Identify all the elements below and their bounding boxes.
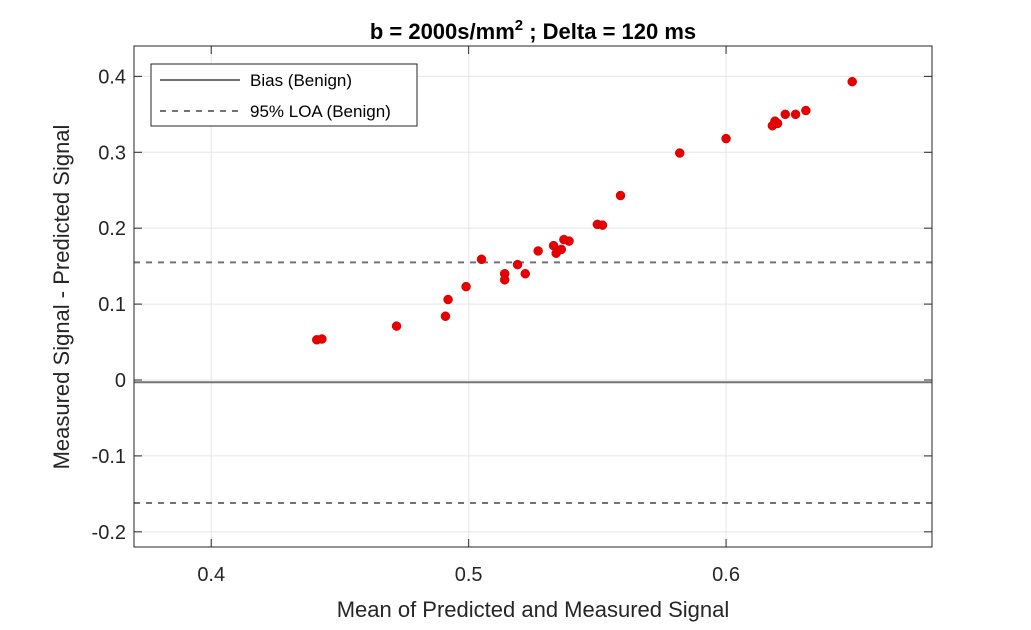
data-point-11 bbox=[533, 246, 543, 256]
data-point-21 bbox=[721, 133, 731, 144]
legend: Bias (Benign) 95% LOA (Benign) bbox=[150, 63, 418, 127]
y-tick-label-5: 0.3 bbox=[98, 142, 126, 164]
plot-box bbox=[133, 45, 933, 548]
data-point-16 bbox=[564, 236, 574, 246]
y-tick-label-0: -0.2 bbox=[92, 522, 126, 544]
legend-box bbox=[150, 63, 418, 127]
chart-title: b = 2000s/mm2 ; Delta = 120 ms bbox=[370, 17, 696, 44]
data-point-5 bbox=[461, 281, 471, 292]
plot-area bbox=[134, 46, 932, 547]
data-point-19 bbox=[615, 190, 626, 201]
y-tick-label-4: 0.2 bbox=[98, 218, 126, 240]
y-tick-label-2: 0 bbox=[115, 370, 126, 392]
data-point-3 bbox=[440, 311, 451, 321]
data-point-28 bbox=[801, 105, 811, 116]
data-point-9 bbox=[512, 259, 523, 270]
x-axis-label: Mean of Predicted and Measured Signal bbox=[337, 597, 730, 622]
title-superscript: 2 bbox=[515, 17, 523, 34]
data-point-20 bbox=[674, 148, 685, 158]
x-tick-label-2: 0.6 bbox=[712, 564, 740, 586]
data-point-6 bbox=[476, 254, 487, 265]
data-point-1 bbox=[317, 334, 327, 344]
data-point-10 bbox=[520, 268, 531, 279]
data-point-8 bbox=[499, 275, 510, 285]
data-point-29 bbox=[847, 76, 857, 87]
data-point-14 bbox=[556, 244, 567, 255]
y-tick-label-6: 0.4 bbox=[98, 66, 126, 88]
y-axis-label: Measured Signal - Predicted Signal bbox=[49, 125, 74, 470]
x-tick-label-0: 0.4 bbox=[197, 564, 225, 586]
data-point-4 bbox=[443, 294, 453, 305]
title-suffix: ; Delta = 120 ms bbox=[523, 19, 696, 44]
data-point-26 bbox=[780, 109, 791, 120]
y-tick-label-1: -0.1 bbox=[92, 446, 126, 468]
y-tick-label-3: 0.1 bbox=[98, 294, 126, 316]
x-tick-label-1: 0.5 bbox=[455, 564, 483, 586]
legend-bias-label: Bias (Benign) bbox=[250, 71, 352, 90]
y-axis-ticks: -0.2 -0.1 0 0.1 0.2 0.3 0.4 bbox=[92, 66, 932, 544]
data-point-2 bbox=[391, 321, 402, 331]
data-point-18 bbox=[597, 220, 608, 230]
grid-layer bbox=[134, 46, 932, 547]
legend-loa-label: 95% LOA (Benign) bbox=[250, 102, 391, 121]
data-points bbox=[312, 76, 857, 345]
data-point-25 bbox=[772, 118, 783, 129]
reference-lines bbox=[134, 261, 932, 504]
data-point-27 bbox=[790, 109, 801, 120]
x-axis-ticks: 0.4 0.5 0.6 bbox=[197, 46, 740, 586]
